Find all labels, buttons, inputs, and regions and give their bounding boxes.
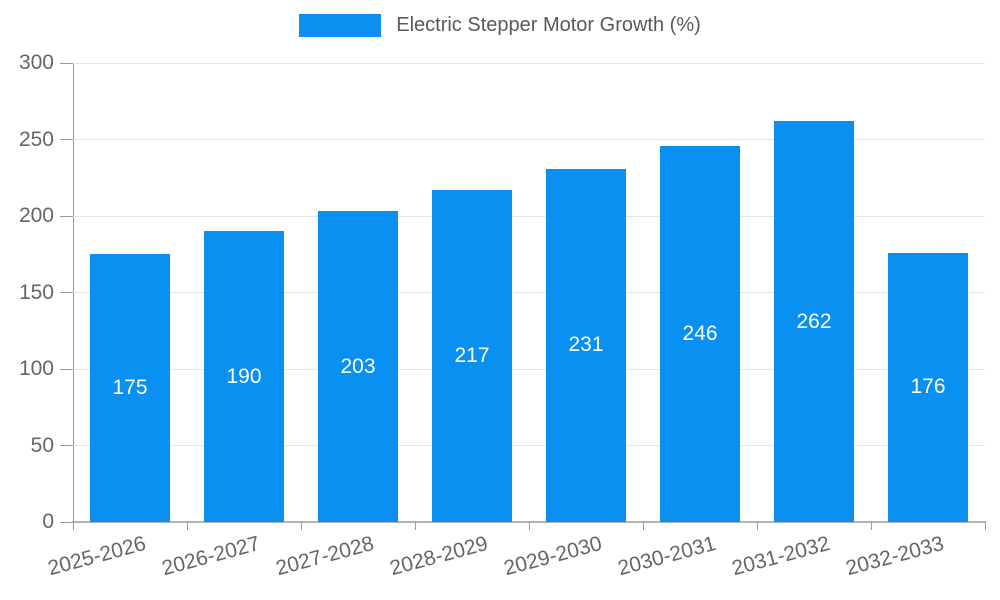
- x-axis-tick: [985, 522, 986, 530]
- bar-value-label: 217: [454, 344, 490, 367]
- bar-value-label: 231: [568, 333, 604, 357]
- x-axis-tick: [757, 522, 758, 530]
- bar-2029-2030[interactable]: 231: [546, 168, 626, 522]
- x-axis-tick: [529, 522, 530, 530]
- x-axis-tick-label: 2027-2028: [272, 532, 376, 581]
- gridline: [73, 62, 985, 64]
- y-axis-tick: [60, 445, 73, 446]
- y-axis-line: [73, 63, 74, 530]
- bar-2025-2026[interactable]: 175: [90, 254, 170, 522]
- gridline: [73, 215, 985, 217]
- y-axis-tick-label: 100: [18, 357, 54, 380]
- x-axis-tick-label: 2032-2033: [842, 532, 946, 581]
- y-axis-tick-label: 300: [18, 51, 54, 74]
- bar-value-label: 203: [340, 354, 376, 378]
- x-axis-tick: [643, 522, 644, 530]
- gridline: [73, 368, 985, 370]
- bar-2028-2029[interactable]: 217: [432, 190, 512, 522]
- bar-value-label: 246: [682, 321, 718, 345]
- y-axis-tick: [60, 62, 73, 64]
- bar-value-label: 262: [796, 309, 832, 333]
- y-axis-tick-label: 50: [30, 433, 54, 457]
- y-axis-tick: [60, 368, 73, 370]
- legend-swatch-icon: [299, 14, 382, 37]
- x-axis-tick-label: 2031-2032: [728, 532, 832, 581]
- y-axis-tick: [60, 215, 73, 217]
- legend-label: Electric Stepper Motor Growth (%): [396, 14, 701, 36]
- gridline: [73, 139, 985, 140]
- bar-2027-2028[interactable]: 203: [318, 211, 398, 522]
- bar-value-label: 176: [910, 375, 946, 399]
- legend-item[interactable]: Electric Stepper Motor Growth (%): [299, 14, 701, 37]
- x-axis-tick: [73, 522, 74, 530]
- plot-area: 175 190 203 217 231 246 262 176: [73, 62, 985, 522]
- x-axis-tick-label: 2026-2027: [158, 532, 262, 581]
- y-axis-tick-label: 200: [18, 204, 54, 227]
- x-axis-tick: [301, 522, 302, 530]
- y-axis-tick: [60, 292, 73, 293]
- bar-2031-2032[interactable]: 262: [774, 121, 854, 522]
- bar-2032-2033[interactable]: 176: [888, 252, 968, 522]
- y-axis-tick: [60, 521, 73, 523]
- bar-2026-2027[interactable]: 190: [204, 231, 284, 522]
- gridline: [73, 292, 985, 293]
- bar-value-label: 175: [112, 376, 148, 400]
- y-axis-tick: [60, 139, 73, 140]
- bar-2030-2031[interactable]: 246: [660, 145, 740, 522]
- x-axis-tick-label: 2030-2031: [614, 532, 718, 581]
- y-axis-tick-label: 250: [18, 127, 54, 151]
- x-axis-tick-label: 2029-2030: [500, 532, 604, 581]
- x-axis-tick: [187, 522, 188, 530]
- x-axis-tick-label: 2028-2029: [386, 532, 490, 581]
- y-axis-tick-label: 150: [18, 280, 54, 304]
- x-axis-tick: [871, 522, 872, 530]
- x-axis-tick: [415, 522, 416, 530]
- chart-legend: Electric Stepper Motor Growth (%): [0, 14, 1000, 37]
- y-axis-tick-label: 0: [42, 510, 54, 533]
- bar-value-label: 190: [226, 364, 262, 388]
- gridline: [73, 445, 985, 446]
- x-axis-tick-label: 2025-2026: [44, 532, 148, 581]
